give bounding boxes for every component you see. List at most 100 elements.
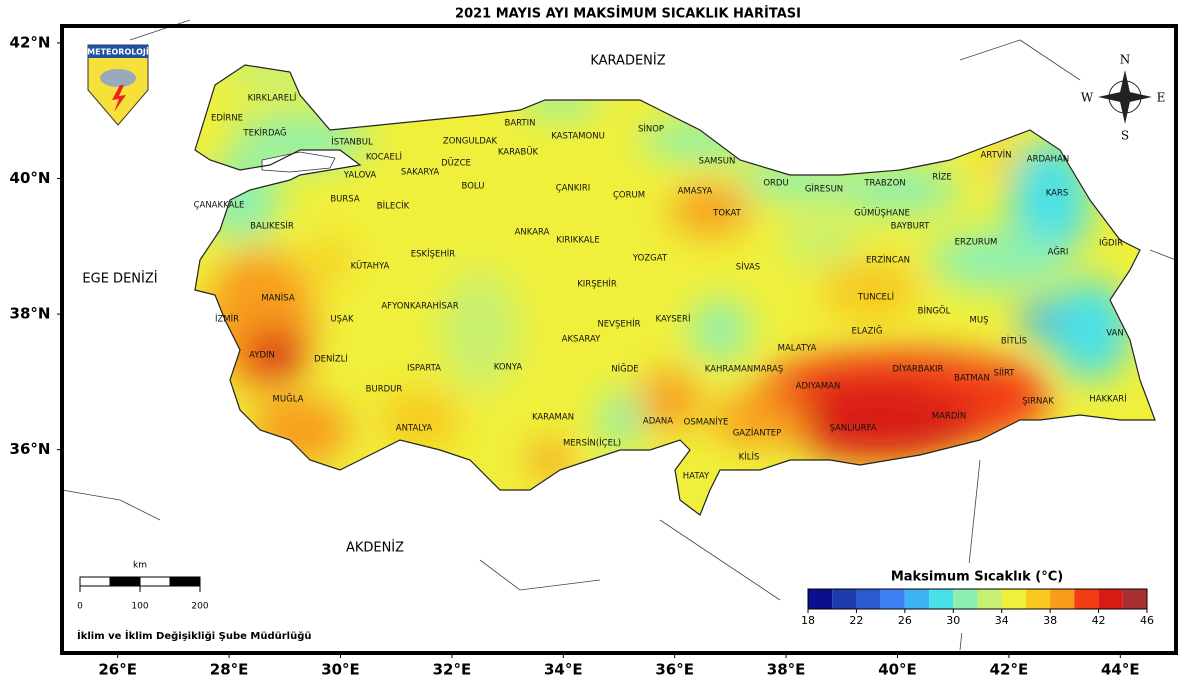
x-tick-label: 42°E	[990, 661, 1029, 679]
province-label: GAZİANTEP	[733, 428, 782, 439]
marmara-sea	[261, 151, 336, 173]
temperature-zone	[920, 360, 1040, 400]
temperature-zone	[980, 145, 1020, 175]
province-label: EDİRNE	[211, 113, 243, 124]
province-label: KARABÜK	[498, 147, 539, 158]
province-label: BİNGÖL	[918, 306, 951, 317]
province-label: KOCAELİ	[366, 152, 402, 163]
province-label: BİTLİS	[1001, 336, 1027, 347]
province-label: MERSİN(İÇEL)	[563, 438, 621, 449]
province-label: DİYARBAKIR	[893, 364, 944, 375]
province-label: KONYA	[494, 363, 523, 373]
colorbar-tick-label: 26	[898, 614, 912, 627]
province-label: AYDIN	[249, 351, 275, 361]
y-tick-label: 40°N	[10, 169, 51, 187]
province-label: YOZGAT	[632, 254, 668, 264]
temperature-zone	[780, 215, 860, 265]
logo-bolt	[112, 85, 126, 112]
province-label: HATAY	[683, 472, 710, 482]
colorbar-tick-label: 42	[1092, 614, 1106, 627]
colorbar-tick-label: 46	[1140, 614, 1154, 627]
province-label: GİRESUN	[805, 184, 843, 195]
temperature-zone	[600, 390, 640, 450]
province-label: İSTANBUL	[331, 137, 373, 148]
compass-s: S	[1121, 129, 1129, 143]
colorbar-bin	[953, 589, 978, 609]
province-label: ADANA	[643, 417, 673, 427]
compass-n: N	[1120, 53, 1131, 67]
scale-tick-label: 0	[77, 602, 83, 612]
province-label: NİĞDE	[611, 363, 638, 375]
province-label: VAN	[1106, 329, 1123, 339]
province-label: ANTALYA	[396, 424, 433, 434]
province-label: TOKAT	[712, 209, 741, 219]
colorbar-bin	[880, 589, 905, 609]
colorbar-bin	[904, 589, 930, 609]
province-label: MALATYA	[778, 344, 817, 354]
x-tick-label: 44°E	[1101, 661, 1140, 679]
province-label: BALIKESİR	[250, 221, 294, 232]
temperature-zone	[245, 330, 305, 380]
x-tick-label: 28°E	[210, 661, 249, 679]
colorbar-title: Maksimum Sıcaklık (°C)	[891, 570, 1063, 585]
scale-segment	[139, 576, 171, 587]
province-label: ARTVİN	[981, 150, 1012, 161]
title: 2021 MAYIS AYI MAKSİMUM SICAKLIK HARİTAS…	[455, 6, 801, 22]
compass-e: E	[1157, 91, 1166, 105]
province-label: UŞAK	[330, 315, 354, 325]
province-label: ADIYAMAN	[796, 382, 841, 392]
temperature-zone	[840, 165, 960, 215]
x-tick-label: 34°E	[544, 661, 583, 679]
logo-text: METEOROLOJİ	[87, 47, 149, 57]
province-label: ÇORUM	[613, 191, 645, 201]
province-label: KIRŞEHİR	[577, 279, 617, 290]
province-label: DENİZLİ	[314, 354, 348, 365]
x-tick-label: 32°E	[433, 661, 472, 679]
province-label: ÇANKIRI	[556, 184, 591, 194]
province-label: AMASYA	[678, 187, 713, 197]
colorbar-tick-label: 30	[946, 614, 960, 627]
province-label: SİVAS	[736, 262, 760, 273]
province-label: TUNCELİ	[857, 292, 894, 303]
province-label: ISPARTA	[407, 364, 441, 374]
logo: METEOROLOJİ	[87, 44, 149, 126]
province-label: KAYSERİ	[656, 314, 691, 325]
province-label: İZMİR	[215, 314, 239, 325]
scale-tick-label: 200	[191, 602, 208, 612]
province-label: DÜZCE	[441, 158, 471, 169]
colorbar-tick-label: 34	[995, 614, 1009, 627]
province-label: OSMANİYE	[684, 417, 729, 428]
colorbar-bin	[977, 589, 1002, 609]
colorbar-frame	[807, 588, 1148, 610]
x-tick-label: 38°E	[767, 661, 806, 679]
province-label: KİLİS	[739, 452, 760, 463]
scale-segment	[109, 576, 141, 587]
province-label: SAKARYA	[401, 168, 440, 178]
x-tick-label: 26°E	[98, 661, 137, 679]
scale-segment	[169, 576, 201, 587]
temperature-zone	[1020, 300, 1060, 340]
colorbar-bin	[832, 589, 857, 609]
temperature-zone	[930, 230, 1070, 290]
temperature-zone	[380, 390, 460, 450]
province-label: TEKİRDAĞ	[242, 127, 286, 139]
temperature-zone	[1010, 140, 1090, 260]
province-label: IĞDIR	[1099, 237, 1123, 249]
province-label: ORDU	[763, 179, 788, 189]
colorbar-bin	[1001, 589, 1026, 609]
temperature-zone	[710, 395, 810, 445]
scale-segment	[79, 576, 111, 587]
province-label: ERZİNCAN	[866, 255, 910, 266]
province-label: ARDAHAN	[1027, 155, 1070, 165]
province-label: BATMAN	[954, 374, 990, 384]
x-tick-label: 30°E	[321, 661, 360, 679]
province-label: SİNOP	[638, 124, 664, 135]
colorbar-tick-label: 38	[1043, 614, 1057, 627]
y-tick-label: 42°N	[10, 33, 51, 51]
temperature-zone	[780, 380, 980, 460]
province-label: ESKİŞEHİR	[411, 249, 456, 260]
colorbar-bin	[1098, 589, 1123, 609]
temperature-zone	[640, 370, 700, 430]
y-tick-label: 38°N	[10, 305, 51, 323]
